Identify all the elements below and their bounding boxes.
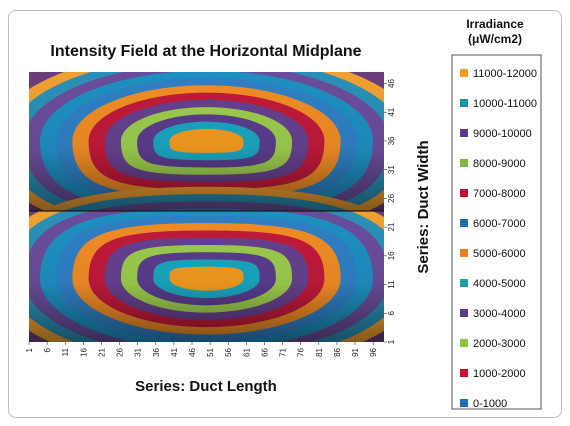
y-tick-label: 41 (387, 107, 396, 116)
y-tick-label: 16 (387, 251, 396, 260)
lower-shading (29, 211, 384, 342)
x-tick-label: 76 (297, 347, 306, 356)
legend-swatch (460, 219, 468, 227)
legend-swatch (460, 369, 468, 377)
legend-item-label: 0-1000 (473, 398, 507, 410)
legend-item-label: 3000-4000 (473, 308, 526, 320)
x-tick-label: 71 (279, 347, 288, 356)
x-axis-title: Series: Duct Length (135, 378, 277, 395)
legend-swatch (460, 189, 468, 197)
upper-shading (29, 72, 384, 211)
legend-swatch (460, 249, 468, 257)
x-tick-label: 81 (315, 347, 324, 356)
x-tick-label: 41 (170, 347, 179, 356)
x-tick-label: 21 (97, 347, 106, 356)
y-tick-label: 36 (387, 136, 396, 145)
x-tick-label: 36 (152, 347, 161, 356)
legend-swatch (460, 279, 468, 287)
legend-item-label: 6000-7000 (473, 218, 526, 230)
chart-title: Intensity Field at the Horizontal Midpla… (50, 43, 361, 60)
legend-box (451, 54, 542, 410)
y-tick-label: 1 (387, 339, 396, 344)
plot-area (29, 72, 384, 342)
chart-frame (8, 10, 562, 418)
x-tick-label: 11 (61, 347, 70, 356)
legend-swatch (460, 339, 468, 347)
legend-title-line-1: Irradiance (466, 17, 524, 31)
x-tick-label: 96 (369, 347, 378, 356)
legend-item-label: 10000-11000 (473, 98, 537, 110)
legend-item-label: 1000-2000 (473, 368, 526, 380)
x-tick-label: 1 (25, 347, 34, 352)
legend-swatch (460, 159, 468, 167)
x-tick-label: 66 (260, 347, 269, 356)
x-tick-label: 91 (351, 347, 360, 356)
x-tick-label: 51 (206, 347, 215, 356)
x-axis-ticks: 1 6 11 16 21 26 31 36 41 46 51 56 61 66 71 76 81 86 91 96 (25, 342, 378, 357)
y-tick-label: 31 (387, 165, 396, 174)
y-tick-label: 21 (387, 222, 396, 231)
legend-swatch (460, 399, 468, 407)
legend-swatch (460, 69, 468, 77)
legend-swatch (460, 99, 468, 107)
legend-item-label: 2000-3000 (473, 338, 526, 350)
y-tick-label: 26 (387, 193, 396, 202)
legend-swatch (460, 129, 468, 137)
legend-item-label: 9000-10000 (473, 128, 532, 140)
x-tick-label: 16 (79, 347, 88, 356)
legend-item-label: 5000-6000 (473, 248, 526, 260)
legend-swatch (460, 309, 468, 317)
legend-item-label: 4000-5000 (473, 278, 526, 290)
x-tick-label: 86 (333, 347, 342, 356)
y-tick-label: 11 (387, 280, 396, 289)
x-tick-label: 61 (242, 347, 251, 356)
legend-title-line-2: (μW/cm2) (468, 32, 522, 46)
legend-item-label: 7000-8000 (473, 188, 526, 200)
y-tick-label: 46 (387, 78, 396, 87)
x-tick-label: 46 (188, 347, 197, 356)
x-tick-label: 26 (116, 347, 125, 356)
x-tick-label: 6 (43, 347, 52, 352)
y-axis-title: Series: Duct Width (415, 140, 432, 273)
y-tick-label: 6 (387, 311, 396, 316)
legend-item-label: 11000-12000 (473, 68, 537, 80)
x-tick-label: 56 (224, 347, 233, 356)
legend-item-label: 8000-9000 (473, 158, 526, 170)
legend: Irradiance (μW/cm2) 11000-12000 10000-110… (451, 17, 542, 410)
x-tick-label: 31 (134, 347, 143, 356)
